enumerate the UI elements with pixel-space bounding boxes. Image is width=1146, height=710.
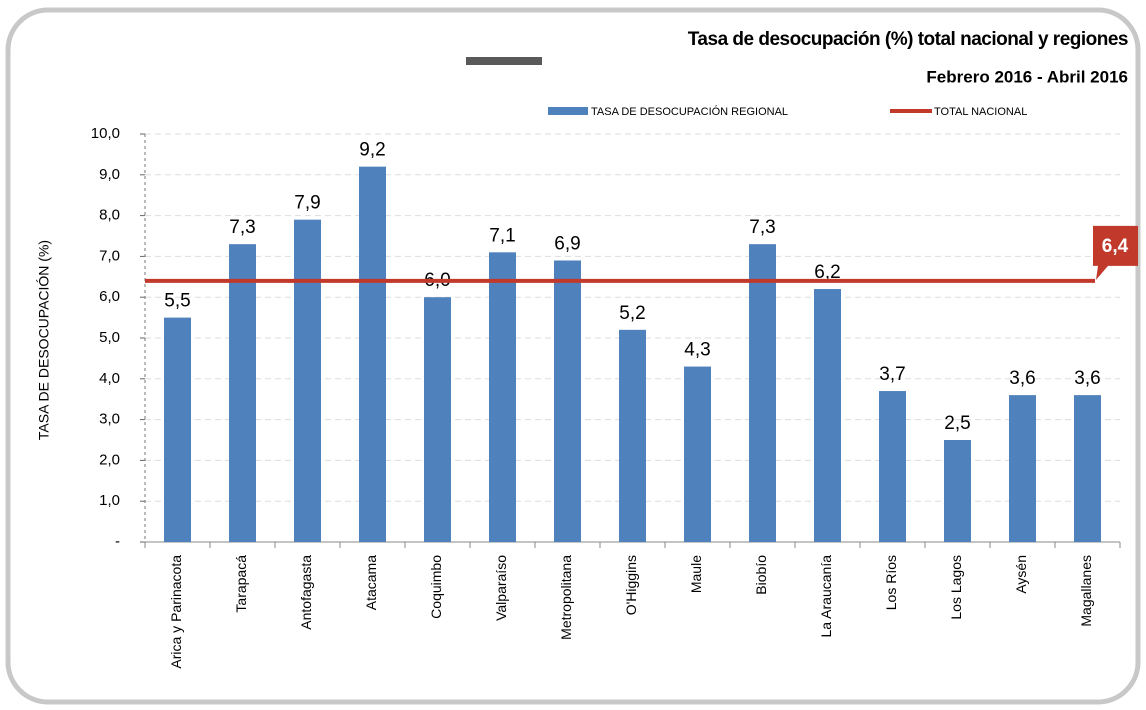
y-tick-label: 8,0 <box>99 207 120 224</box>
bar <box>879 391 906 542</box>
x-tick-label: Antofagasta <box>298 555 314 630</box>
legend-swatch <box>548 107 588 115</box>
bar <box>749 244 776 542</box>
x-tick-label: Biobío <box>753 555 769 595</box>
bar <box>294 219 321 542</box>
value-label: 3,6 <box>1009 368 1035 389</box>
x-tick-label: Maule <box>688 555 704 593</box>
y-tick-label: - <box>115 533 120 550</box>
value-label: 6,2 <box>814 262 840 283</box>
bar <box>489 252 516 542</box>
value-label: 7,9 <box>294 193 320 214</box>
x-tick-label: Coquimbo <box>428 555 444 619</box>
value-label: 3,6 <box>1074 368 1100 389</box>
value-label: 5,5 <box>164 291 190 312</box>
bar <box>944 440 971 542</box>
bar <box>1009 395 1036 542</box>
bar <box>424 297 451 542</box>
value-label: 9,2 <box>359 140 385 161</box>
value-label: 5,2 <box>619 303 645 324</box>
callout <box>1093 225 1138 280</box>
x-tick-label: Magallanes <box>1078 555 1094 627</box>
reference-label: 6,4 <box>1102 236 1129 257</box>
x-tick-label: Arica y Parinacota <box>168 555 184 669</box>
y-axis-label: TASA DE DESOCUPACIÓN (%) <box>36 240 52 440</box>
y-tick-label: 7,0 <box>99 247 120 264</box>
bar <box>619 329 646 542</box>
value-label: 7,3 <box>749 217 775 238</box>
x-tick-label: O'Higgins <box>623 555 639 615</box>
decoration <box>466 57 542 65</box>
y-tick-label: 2,0 <box>99 451 120 468</box>
y-tick-label: 5,0 <box>99 329 120 346</box>
bar <box>554 260 581 542</box>
bar <box>164 317 191 542</box>
y-tick-label: 4,0 <box>99 370 120 387</box>
x-tick-label: Aysén <box>1013 555 1029 594</box>
y-tick-label: 6,0 <box>99 288 120 305</box>
bar <box>1074 395 1101 542</box>
x-tick-label: La Araucanía <box>818 555 834 638</box>
x-tick-label: Los Lagos <box>948 555 964 620</box>
y-tick-label: 3,0 <box>99 411 120 428</box>
value-label: 3,7 <box>879 364 905 385</box>
value-label: 2,5 <box>944 413 970 434</box>
x-tick-label: Tarapacá <box>233 555 249 613</box>
x-tick-label: Valparaíso <box>493 555 509 621</box>
bar <box>814 289 841 542</box>
value-label: 4,3 <box>684 340 710 361</box>
bar <box>229 244 256 542</box>
legend-label: TASA DE DESOCUPACIÓN REGIONAL <box>591 105 788 118</box>
y-tick-label: 1,0 <box>99 492 120 509</box>
value-label: 7,3 <box>229 217 255 238</box>
chart-subtitle: Febrero 2016 - Abril 2016 <box>926 67 1128 86</box>
y-tick-label: 10,0 <box>91 125 120 142</box>
x-tick-label: Los Ríos <box>883 555 899 610</box>
value-label: 7,1 <box>489 225 515 246</box>
value-label: 6,9 <box>554 233 580 254</box>
bar <box>684 366 711 542</box>
legend-label: TOTAL NACIONAL <box>934 106 1027 118</box>
bar <box>359 166 386 542</box>
chart-title: Tasa de desocupación (%) total nacional … <box>688 29 1128 50</box>
x-tick-label: Atacama <box>363 555 379 610</box>
y-tick-label: 9,0 <box>99 166 120 183</box>
x-tick-label: Metropolitana <box>558 555 574 640</box>
